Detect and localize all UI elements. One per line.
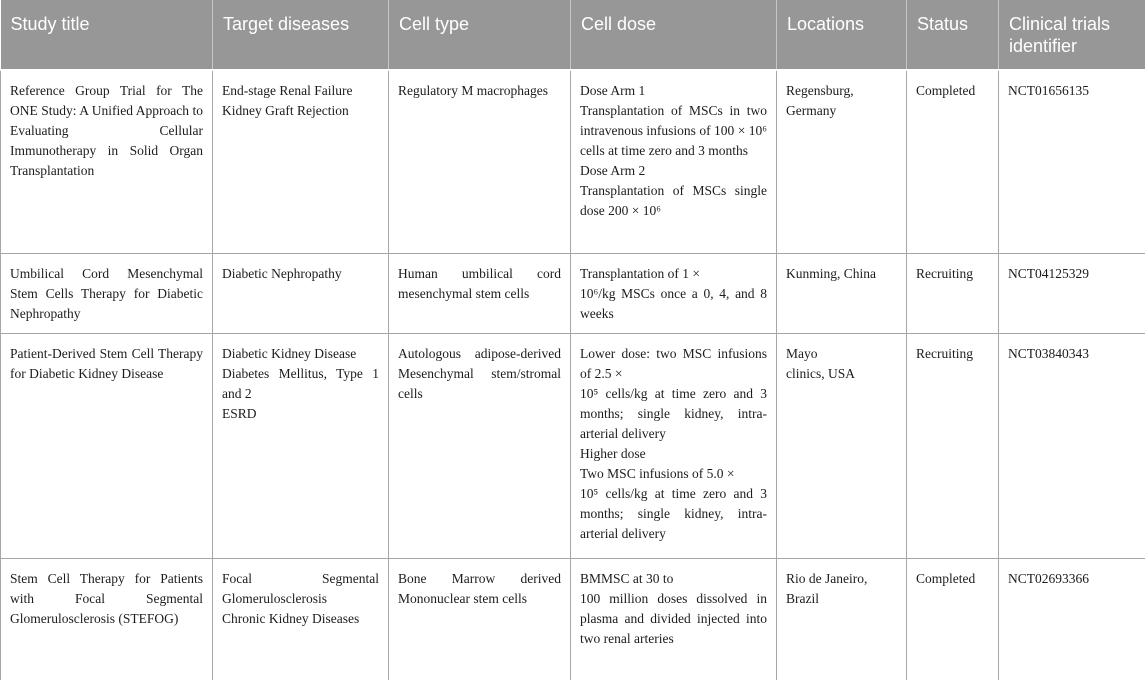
cell-cell-type: Human umbilical cord mesenchymal stem ce…: [388, 252, 571, 334]
cell-clinical-trials-identifier: NCT04125329: [998, 252, 1145, 334]
cell-cell-type: Bone Marrow derived Mononuclear stem cel…: [388, 557, 571, 680]
column-header-cell-dose: Cell dose: [570, 0, 777, 71]
cell-cell-dose: BMMSC at 30 to 100 million doses dissolv…: [570, 557, 777, 680]
cell-clinical-trials-identifier: NCT01656135: [998, 69, 1145, 254]
column-header-locations: Locations: [776, 0, 907, 71]
cell-clinical-trials-identifier: NCT02693366: [998, 557, 1145, 680]
table-row: Reference Group Trial for The ONE Study:…: [0, 69, 1145, 254]
cell-cell-dose: Lower dose: two MSC infusions of 2.5 × 1…: [570, 332, 777, 559]
cell-study-title: Patient-Derived Stem Cell Therapy for Di…: [0, 332, 213, 559]
cell-locations: Kunming, China: [776, 252, 907, 334]
column-header-status: Status: [906, 0, 999, 71]
cell-target-diseases: Focal Segmental Glomerulosclerosis Chron…: [212, 557, 389, 680]
cell-clinical-trials-identifier: NCT03840343: [998, 332, 1145, 559]
cell-locations: Rio de Janeiro, Brazil: [776, 557, 907, 680]
cell-cell-dose: Dose Arm 1 Transplantation of MSCs in tw…: [570, 69, 777, 254]
cell-status: Recruiting: [906, 252, 999, 334]
cell-locations: Mayo clinics, USA: [776, 332, 907, 559]
cell-study-title: Reference Group Trial for The ONE Study:…: [0, 69, 213, 254]
table-row: Umbilical Cord Mesenchymal Stem Cells Th…: [0, 252, 1145, 334]
cell-cell-type: Autologous adipose-derived Mesenchymal s…: [388, 332, 571, 559]
column-header-study-title: Study title: [0, 0, 213, 71]
column-header-target-diseases: Target diseases: [212, 0, 389, 71]
cell-target-diseases: End-stage Renal Failure Kidney Graft Rej…: [212, 69, 389, 254]
cell-status: Completed: [906, 69, 999, 254]
header-row: Study title Target diseases Cell type Ce…: [0, 0, 1145, 71]
column-header-cell-type: Cell type: [388, 0, 571, 71]
cell-study-title: Stem Cell Therapy for Patients with Foca…: [0, 557, 213, 680]
cell-status: Recruiting: [906, 332, 999, 559]
cell-locations: Regensburg, Germany: [776, 69, 907, 254]
table-row: Stem Cell Therapy for Patients with Foca…: [0, 557, 1145, 680]
cell-target-diseases: Diabetic Nephropathy: [212, 252, 389, 334]
cell-target-diseases: Diabetic Kidney Disease Diabetes Mellitu…: [212, 332, 389, 559]
cell-status: Completed: [906, 557, 999, 680]
column-header-clinical-trials-identifier: Clinical trials identifier: [998, 0, 1145, 71]
cell-cell-dose: Transplantation of 1 × 10⁶/kg MSCs once …: [570, 252, 777, 334]
table-row: Patient-Derived Stem Cell Therapy for Di…: [0, 332, 1145, 559]
cell-cell-type: Regulatory M macrophages: [388, 69, 571, 254]
cell-study-title: Umbilical Cord Mesenchymal Stem Cells Th…: [0, 252, 213, 334]
